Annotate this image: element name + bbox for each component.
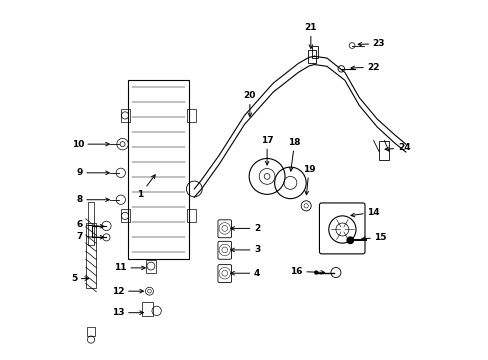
- Text: 15: 15: [361, 233, 386, 242]
- Text: 10: 10: [71, 140, 109, 149]
- Bar: [86, 327, 95, 336]
- Bar: [145, 260, 156, 273]
- Bar: [121, 109, 129, 122]
- Text: 11: 11: [114, 264, 145, 273]
- Text: 7: 7: [76, 232, 104, 241]
- Text: 20: 20: [243, 91, 256, 117]
- Text: 13: 13: [112, 308, 143, 317]
- Bar: [88, 202, 94, 244]
- Circle shape: [346, 237, 353, 243]
- Text: 1: 1: [137, 175, 155, 199]
- Text: 2: 2: [230, 224, 260, 233]
- Text: 3: 3: [230, 246, 260, 255]
- Bar: [187, 109, 196, 122]
- Text: 18: 18: [288, 138, 300, 171]
- Text: 9: 9: [76, 168, 109, 177]
- Text: 12: 12: [112, 287, 143, 296]
- Circle shape: [313, 270, 318, 275]
- Bar: [121, 210, 129, 222]
- Text: 19: 19: [302, 165, 315, 195]
- Text: 21: 21: [304, 23, 316, 49]
- Bar: [378, 140, 388, 160]
- Text: 24: 24: [384, 143, 409, 152]
- Text: 22: 22: [350, 63, 379, 72]
- Text: 17: 17: [260, 136, 273, 165]
- Text: 4: 4: [230, 269, 260, 278]
- Text: 16: 16: [290, 267, 324, 276]
- Text: 8: 8: [76, 195, 109, 204]
- Bar: [308, 50, 316, 63]
- Bar: [142, 302, 153, 316]
- Text: 14: 14: [350, 208, 379, 217]
- Text: 5: 5: [71, 274, 88, 283]
- Bar: [311, 45, 318, 58]
- Bar: [128, 80, 188, 259]
- Bar: [187, 210, 196, 222]
- Bar: [85, 223, 96, 288]
- Text: 23: 23: [357, 39, 385, 48]
- Text: 6: 6: [76, 220, 104, 229]
